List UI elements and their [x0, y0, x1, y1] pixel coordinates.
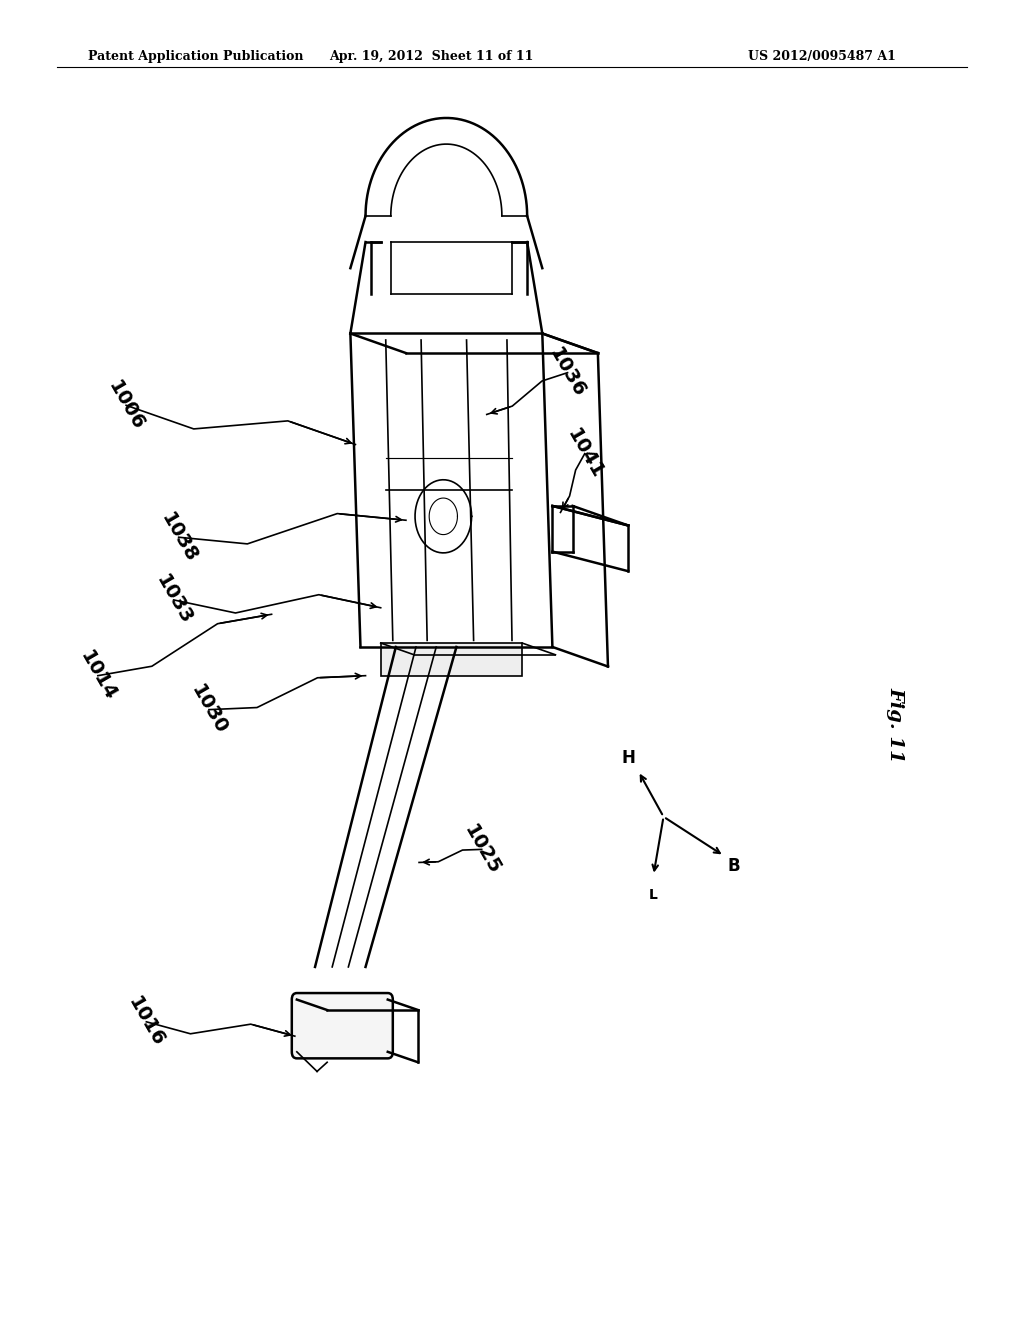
Text: H: H [622, 748, 635, 767]
Text: Apr. 19, 2012  Sheet 11 of 11: Apr. 19, 2012 Sheet 11 of 11 [329, 50, 534, 63]
Text: Patent Application Publication: Patent Application Publication [88, 50, 303, 63]
Text: US 2012/0095487 A1: US 2012/0095487 A1 [748, 50, 896, 63]
Text: 1041: 1041 [563, 425, 606, 482]
Text: 1038: 1038 [157, 510, 201, 565]
Text: 1033: 1033 [152, 572, 196, 628]
Text: 1036: 1036 [546, 345, 590, 401]
Text: B: B [728, 858, 740, 875]
Bar [381, 643, 522, 676]
Text: 1014: 1014 [76, 647, 120, 704]
Text: L: L [649, 888, 657, 902]
Text: 1025: 1025 [460, 821, 504, 878]
Text: 1030: 1030 [187, 681, 230, 738]
FancyBboxPatch shape [292, 993, 393, 1059]
Text: Fig. 11: Fig. 11 [887, 688, 905, 763]
Text: 1016: 1016 [125, 994, 168, 1049]
Text: 1006: 1006 [104, 378, 147, 433]
